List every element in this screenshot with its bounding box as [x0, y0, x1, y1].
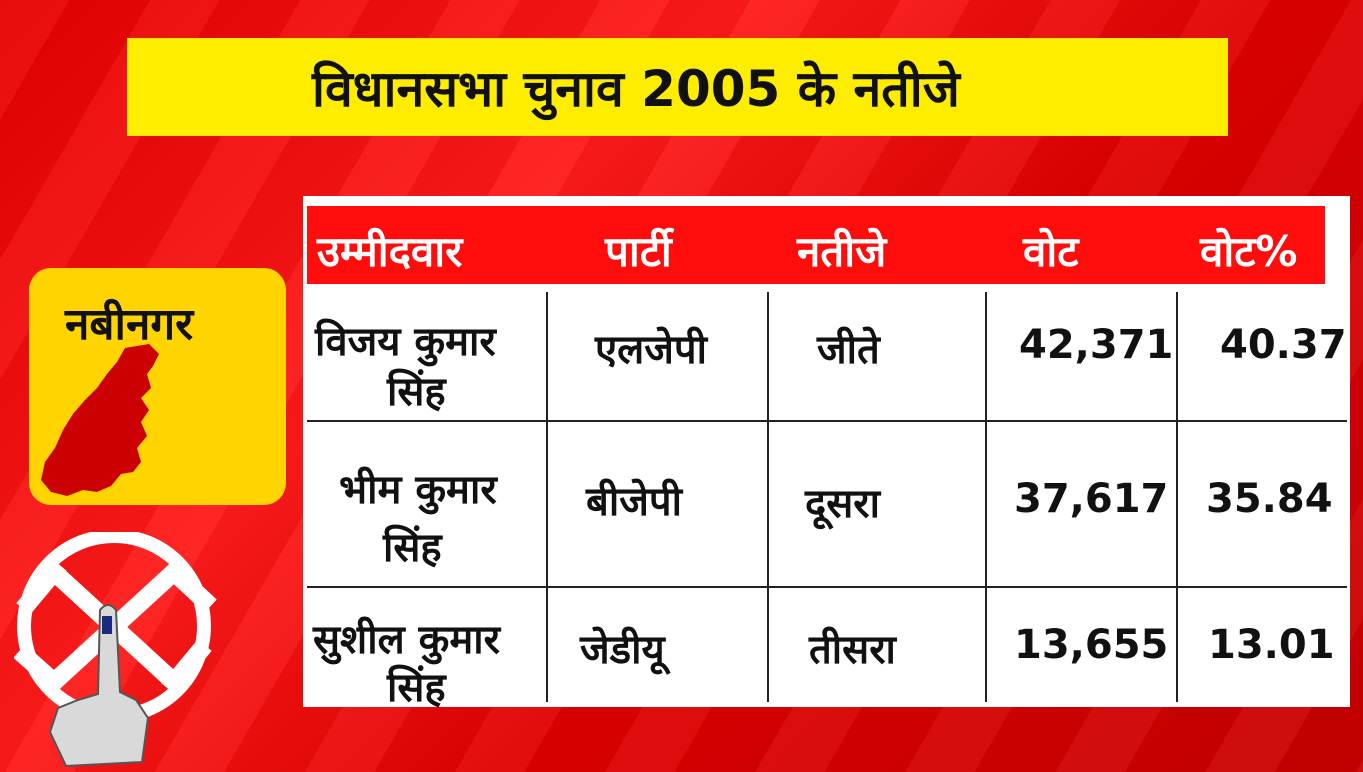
party-cell: जेडीयू — [580, 627, 665, 673]
candidate-name-line2: सिंह — [387, 665, 446, 711]
swastika-voting-finger-emblem — [14, 532, 217, 768]
party-cell: एलजेपी — [595, 327, 707, 373]
header-candidate: उम्मीदवार — [317, 227, 463, 276]
header-party: पार्टी — [605, 227, 672, 276]
table-header-row: उम्मीदवार पार्टी नतीजे वोट वोट% — [307, 206, 1325, 284]
party-cell: बीजेपी — [586, 479, 682, 525]
votes-cell: 13,655 — [1014, 622, 1169, 668]
column-divider — [985, 292, 987, 702]
vote-percent-cell: 35.84 — [1206, 476, 1333, 522]
result-cell: जीते — [817, 327, 880, 373]
votes-cell: 37,617 — [1014, 476, 1169, 522]
title-banner: विधानसभा चुनाव 2005 के नतीजे — [127, 38, 1228, 136]
constituency-badge: नबीनगर — [29, 268, 286, 505]
constituency-name: नबीनगर — [65, 299, 194, 350]
result-cell: दूसरा — [805, 481, 880, 527]
vote-percent-cell: 40.37 — [1220, 322, 1347, 368]
candidate-name-line2: सिंह — [387, 369, 446, 415]
candidate-name-line2: सिंह — [383, 525, 442, 571]
vote-percent-cell: 13.01 — [1208, 622, 1335, 668]
header-result: नतीजे — [797, 227, 887, 276]
results-table: उम्मीदवार पार्टी नतीजे वोट वोट% विजय कुम… — [303, 196, 1350, 711]
header-vote-percent: वोट% — [1200, 227, 1298, 276]
header-votes: वोट — [1023, 227, 1079, 276]
candidate-name-line1: भीम कुमार — [339, 467, 497, 513]
row-divider — [307, 586, 1347, 588]
column-divider — [1176, 292, 1178, 702]
constituency-map-icon — [41, 344, 159, 496]
row-divider — [307, 420, 1347, 422]
candidate-name-line1: सुशील कुमार — [313, 617, 501, 663]
votes-cell: 42,371 — [1019, 322, 1174, 368]
column-divider — [767, 292, 769, 702]
column-divider — [546, 292, 548, 702]
candidate-name-line1: विजय कुमार — [315, 319, 496, 365]
result-cell: तीसरा — [809, 627, 896, 673]
page-title: विधानसभा चुनाव 2005 के नतीजे — [312, 60, 960, 118]
